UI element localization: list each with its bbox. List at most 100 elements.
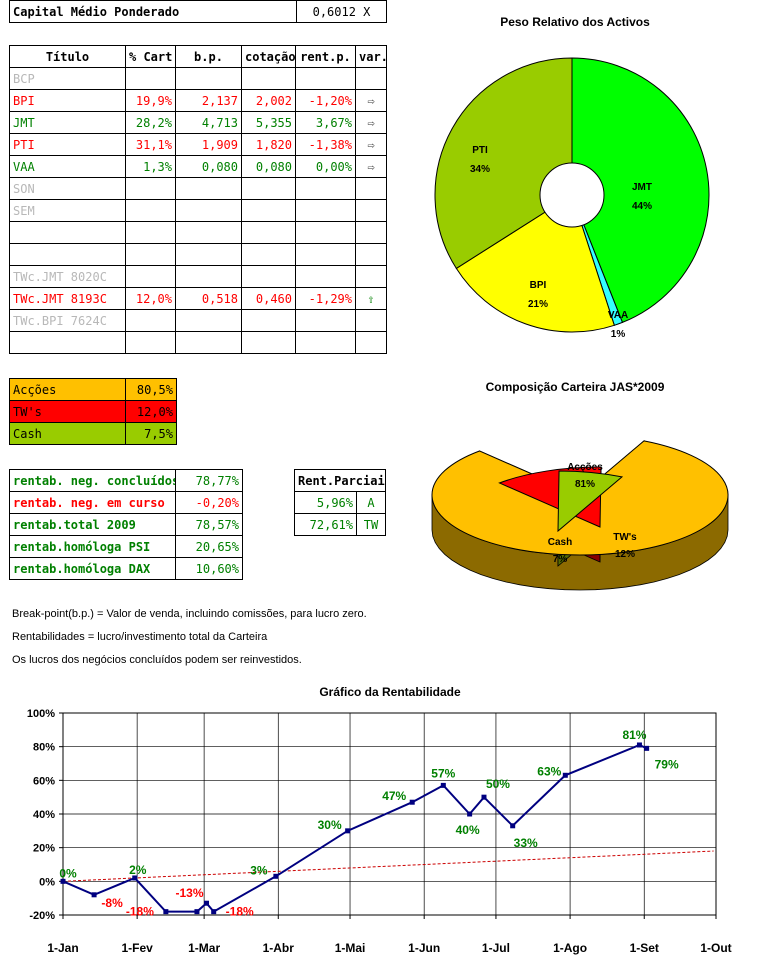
pie-assets-title: Peso Relativo dos Activos [500, 15, 650, 29]
x-tick-label: 1-Abr [263, 941, 295, 955]
x-tick-label: 1-Out [700, 941, 731, 955]
cell-cart: 31,1% [125, 133, 176, 156]
composition-label: TW's [9, 400, 126, 423]
cell-cart [125, 67, 176, 90]
x-tick-label: 1-Set [630, 941, 659, 955]
cell-rent: -1,29% [295, 287, 356, 310]
composition-value: 12,0% [125, 400, 177, 423]
cell-cart: 1,3% [125, 155, 176, 178]
pie-category-label: BPI [530, 280, 547, 291]
cell-cotacao [241, 265, 296, 288]
cell-cotacao: 5,355 [241, 111, 296, 134]
data-label: 40% [456, 823, 480, 837]
table-row [9, 243, 387, 266]
cell-rent: -1,20% [295, 89, 356, 112]
data-point [562, 772, 568, 778]
composition-value: 80,5% [125, 378, 177, 401]
cell-bp: 4,713 [175, 111, 242, 134]
y-tick-label: 20% [33, 843, 55, 855]
composition-row: Acções 80,5% [9, 378, 177, 401]
y-tick-label: 60% [33, 775, 55, 787]
cell-rent [295, 243, 356, 266]
data-label: -18% [226, 905, 254, 919]
data-label: 2% [129, 863, 147, 877]
cell-var [355, 265, 387, 288]
cell-rent [295, 199, 356, 222]
pie-chart-composition: Acções 81% TW's 12% Cash 7% [431, 440, 729, 591]
header-bp: b.p. [175, 45, 242, 68]
data-label: 0% [59, 866, 77, 880]
pie-value-label: 81% [575, 479, 595, 490]
x-tick-label: 1-Fev [121, 941, 153, 955]
table-row: SON [9, 177, 387, 200]
data-point [132, 875, 138, 881]
pie-category-label: PTI [472, 145, 488, 156]
returns-value: -0,20% [175, 491, 243, 514]
table-row: BPI 19,9% 2,137 2,002 -1,20% ⇨ [9, 89, 387, 112]
arrow-right-icon: ⇨ [355, 89, 387, 112]
table-row: TWc.JMT 8193C 12,0% 0,518 0,460 -1,29% ⇧ [9, 287, 387, 310]
cell-cart: 19,9% [125, 89, 176, 112]
table-row: JMT 28,2% 4,713 5,355 3,67% ⇨ [9, 111, 387, 134]
header-rent: rent.p. [295, 45, 356, 68]
data-point [440, 782, 446, 788]
header-var: var. [355, 45, 387, 68]
cell-titulo: TWc.JMT 8020C [9, 265, 126, 288]
portfolio-header-row: Título % Cart b.p. cotação rent.p. var. [9, 45, 387, 68]
cell-cotacao: 0,080 [241, 155, 296, 178]
cell-var [355, 309, 387, 332]
cell-var [355, 67, 387, 90]
pie-value-label: 7% [553, 554, 568, 565]
note-lucros: Os lucros dos negócios concluídos podem … [12, 654, 302, 666]
y-tick-label: 0% [39, 876, 55, 888]
cell-bp [175, 177, 242, 200]
data-label: 57% [431, 766, 455, 780]
data-point [481, 794, 487, 800]
table-row: PTI 31,1% 1,909 1,820 -1,38% ⇨ [9, 133, 387, 156]
pie-value-label: 44% [632, 201, 652, 212]
data-label: -13% [176, 886, 204, 900]
data-label: 50% [486, 777, 510, 791]
pie-value-label: 34% [470, 164, 490, 175]
pie-slice-pti [434, 57, 573, 270]
returns-label: rentab. neg. em curso [9, 491, 176, 514]
data-label: 30% [318, 818, 342, 832]
returns-value: 78,57% [175, 513, 243, 536]
data-label: 81% [622, 728, 646, 742]
arrow-right-icon: ⇨ [355, 155, 387, 178]
composition-label: Cash [9, 422, 126, 445]
cell-cart [125, 265, 176, 288]
cell-cotacao [241, 199, 296, 222]
cell-cotacao: 1,820 [241, 133, 296, 156]
arrow-up-icon: ⇧ [355, 287, 387, 310]
cell-titulo: TWc.BPI 7624C [9, 309, 126, 332]
composition-row: TW's 12,0% [9, 400, 177, 423]
cell-titulo: BPI [9, 89, 126, 112]
pie-value-label: 12% [615, 549, 635, 560]
pie-value-label: 1% [611, 329, 626, 340]
table-row: TWc.BPI 7624C [9, 309, 387, 332]
data-point [194, 909, 200, 915]
note-rentabilidades: Rentabilidades = lucro/investimento tota… [12, 631, 268, 643]
cell-cart [125, 177, 176, 200]
cell-bp [175, 265, 242, 288]
composition-row: Cash 7,5% [9, 422, 177, 445]
returns-label: rentab.total 2009 [9, 513, 176, 536]
cell-rent: 0,00% [295, 155, 356, 178]
data-label: -8% [101, 896, 123, 910]
table-row: BCP [9, 67, 387, 90]
cell-titulo: SON [9, 177, 126, 200]
cell-var [355, 199, 387, 222]
cell-cotacao: 2,002 [241, 89, 296, 112]
arrow-right-icon: ⇨ [355, 111, 387, 134]
cell-titulo [9, 221, 126, 244]
returns-value: 10,60% [175, 557, 243, 580]
returns-label: rentab.homóloga PSI [9, 535, 176, 558]
y-tick-label: 100% [27, 708, 55, 720]
y-tick-label: 40% [33, 809, 55, 821]
data-point [163, 909, 169, 915]
capital-label: Capital Médio Ponderado [9, 0, 297, 23]
returns-row: rentab.total 2009 78,57% [9, 513, 243, 536]
portfolio-table: Título % Cart b.p. cotação rent.p. var. … [9, 45, 387, 354]
composition-table: Acções 80,5% TW's 12,0% Cash 7,5% [9, 378, 177, 445]
